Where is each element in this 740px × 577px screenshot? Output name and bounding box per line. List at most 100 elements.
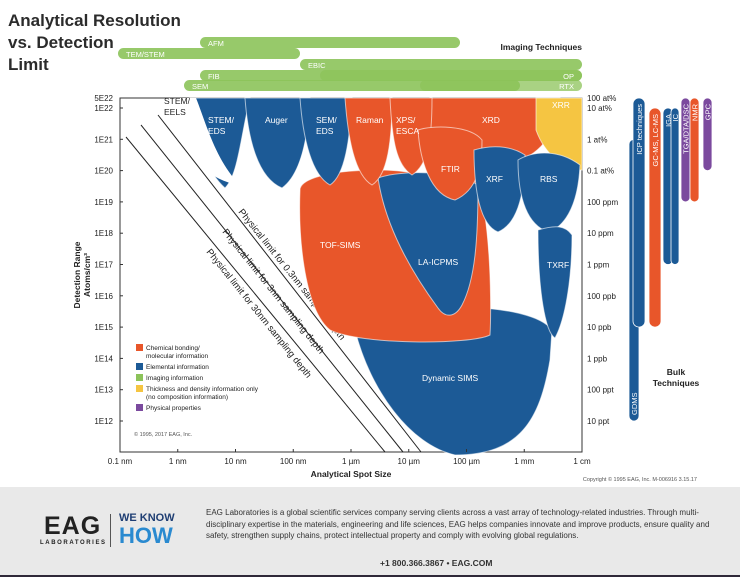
legend-swatch-chemical [136, 344, 143, 351]
y-tick-label: 1E17 [94, 261, 113, 270]
imaging-bar-label-rtx: RTX [559, 82, 574, 91]
legend-label: Chemical bonding/ [146, 345, 200, 352]
technique-label-xrr: XRR [552, 100, 570, 110]
legend-swatch-imaging [136, 374, 143, 381]
bulk-bar-label-iga: IGA [664, 114, 673, 127]
technique-label-txrf: TXRF [547, 260, 569, 270]
technique-region-raman [344, 97, 393, 186]
imaging-bar-label-tem-stem: TEM/STEM [126, 50, 165, 59]
technique-region-stem-eels [168, 98, 240, 185]
title-line-2: vs. Detection [8, 33, 114, 52]
bulk-bar-label-tga-dta-dsc: TGA/DTA/DSC [682, 103, 691, 153]
technique-label-raman: Raman [356, 115, 384, 125]
bulk-bar-gpc [702, 97, 713, 171]
x-tick-label: 0.1 nm [108, 457, 133, 466]
company-description: EAG Laboratories is a global scientific … [206, 508, 710, 540]
technique-label-xps-esca: XPS/ESCA [396, 115, 419, 136]
y-tick-label-right: 100 ppb [587, 292, 616, 301]
y-tick-label-right: 1 ppb [587, 354, 608, 363]
legend-label: Physical properties [146, 405, 202, 412]
x-tick-label: 1 mm [514, 457, 534, 466]
y-tick-label: 1E19 [94, 198, 113, 207]
imaging-header: Imaging Techniques [500, 42, 582, 52]
imaging-bar-label-afm: AFM [208, 39, 224, 48]
technique-label-tof-sims: TOF-SIMS [320, 240, 361, 250]
y-tick-label-right: 1 ppm [587, 261, 610, 270]
y-axis-title-units: Atoms/cm³ [82, 253, 92, 297]
website-link[interactable]: EAG.COM [451, 558, 493, 568]
phone-number[interactable]: +1 800.366.3867 [380, 558, 445, 568]
technique-label-sem-eds: SEM/EDS [316, 115, 337, 136]
technique-region-txrf [537, 226, 573, 339]
y-tick-label: 1E16 [94, 292, 113, 301]
technique-region-xrf [473, 146, 526, 233]
y-tick-label-right: 100 at% [587, 94, 616, 103]
x-tick-label: 10 nm [224, 457, 247, 466]
legend-sublabel: molecular information [146, 353, 209, 360]
bulk-bar-label-icp-techniques: ICP techniques [635, 104, 644, 155]
bulk-bar-label-gdms: GDMS [630, 393, 639, 416]
imaging-bar-label-ebic: EBIC [308, 61, 326, 70]
y-axis-title: Detection Range [72, 241, 82, 308]
y-tick-label-right: 10 ppt [587, 417, 610, 426]
x-tick-label: 100 µm [453, 457, 480, 466]
y-tick-label-right: 10 at% [587, 104, 612, 113]
y-tick-label: 1E15 [94, 323, 113, 332]
technique-label-dynamic-sims: Dynamic SIMS [422, 373, 479, 383]
bulk-bar-label-ic: IC [671, 113, 680, 121]
imaging-bar-label-fib: FIB [208, 72, 220, 81]
technique-label-stem-eds: STEM/EDS [208, 115, 235, 136]
imaging-bar-label-sem: SEM [192, 82, 208, 91]
sampling-limit-line [157, 114, 422, 453]
logo-divider [110, 514, 111, 547]
bottom-bar [0, 575, 740, 577]
y-tick-label: 1E18 [94, 229, 113, 238]
imaging-bar-label-op: OP [563, 72, 574, 81]
bulk-bar-nmr [689, 97, 700, 203]
y-tick-label: 1E21 [94, 135, 113, 144]
x-axis-title: Analytical Spot Size [311, 469, 392, 479]
bulk-bar-label-gc-ms-lc-ms: GC-MS, LC-MS [651, 114, 660, 167]
resolution-vs-detection-chart: Physical limit for 0.3nm sampling depthP… [72, 37, 713, 483]
page-title: Analytical Resolution vs. Detection Limi… [8, 10, 181, 76]
y-tick-label-right: 100 ppt [587, 386, 614, 395]
y-tick-label-right: 10 ppm [587, 229, 614, 238]
technique-region-rbs [517, 152, 581, 233]
x-tick-label: 10 µm [398, 457, 421, 466]
technique-label-xrd: XRD [482, 115, 500, 125]
technique-label-stem-eels: STEM/EELS [164, 96, 191, 117]
sampling-limit-line [125, 136, 386, 453]
imaging-bar-rtx [420, 80, 582, 91]
y-tick-label: 1E20 [94, 167, 113, 176]
eag-logo[interactable]: EAG [44, 512, 102, 540]
technique-label-auger: Auger [265, 115, 288, 125]
imaging-bar-afm [200, 37, 460, 48]
y-tick-label: 1E14 [94, 354, 113, 363]
technique-label-xrf: XRF [486, 174, 503, 184]
bulk-header: Bulk [667, 367, 686, 377]
technique-label-rbs: RBS [540, 174, 558, 184]
contact-line: +1 800.366.3867 • EAG.COM [380, 558, 492, 568]
title-line-1: Analytical Resolution [8, 11, 181, 30]
legend-label: Imaging information [146, 375, 203, 382]
x-tick-label: 1 µm [342, 457, 360, 466]
legend-label: Thickness and density information only [146, 386, 259, 393]
x-tick-label: 1 cm [573, 457, 591, 466]
y-tick-label: 1E13 [94, 386, 113, 395]
sampling-limit-line [140, 124, 404, 453]
legend-sublabel: (no composition information) [146, 394, 228, 401]
bulk-bar-label-nmr: NMR [691, 103, 700, 121]
y-tick-label-right: 0.1 at% [587, 167, 614, 176]
legend-swatch-physical [136, 404, 143, 411]
legend-swatch-elemental [136, 363, 143, 370]
outer-copyright: Copyright © 1995 EAG, Inc. M-006916 3.15… [583, 476, 697, 483]
imaging-bar-ebic [300, 59, 582, 70]
y-tick-label-right: 1 at% [587, 135, 607, 144]
y-tick-label-right: 100 ppm [587, 198, 618, 207]
technique-label-ftir: FTIR [441, 164, 460, 174]
footer: EAG LABORATORIES WE KNOW HOW EAG Laborat… [0, 487, 740, 577]
legend-swatch-thickness [136, 385, 143, 392]
imaging-bar-op [320, 70, 582, 81]
bulk-bar-ic [670, 107, 680, 265]
title-line-3: Limit [8, 55, 49, 74]
